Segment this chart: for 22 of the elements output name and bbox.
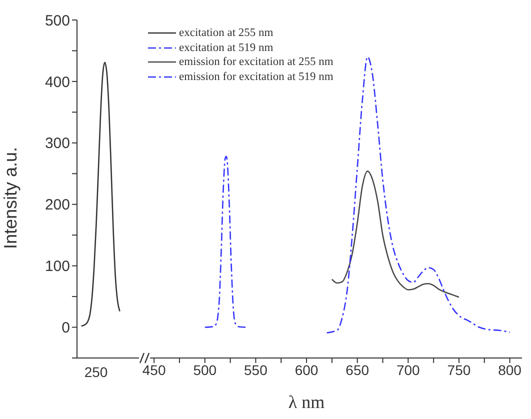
y-tick-label: 0	[62, 320, 70, 337]
y-tick-label: 100	[44, 258, 70, 276]
y-tick-label: 300	[44, 135, 70, 152]
x-tick-label: 450	[142, 362, 166, 378]
y-axis-title: Intensity a.u.	[0, 146, 20, 249]
text: 250	[83, 364, 109, 380]
legend-label: excitation at 519 nm	[179, 42, 274, 54]
y-tick-label: 400	[44, 74, 70, 91]
x-tick-label: 550	[244, 362, 268, 378]
x-tick-label: 600	[294, 362, 318, 378]
x-tick-label: 800	[498, 362, 522, 378]
y-tick-label: 500	[44, 12, 70, 30]
x-tick-label: 750	[447, 362, 471, 378]
line-series	[80, 62, 120, 327]
y-tick-label: 200	[44, 196, 70, 214]
x-tick-label: 500	[193, 362, 217, 378]
legend-label: emission for excitation at 255 nm	[179, 56, 334, 68]
legend-label: emission for excitation at 519 nm	[179, 70, 334, 83]
x-axis-title: λ nm	[287, 392, 326, 413]
x-tick-label: 650	[346, 362, 370, 378]
legend-label: excitation at 255 nm	[179, 27, 274, 40]
x-tick-label: 700	[396, 362, 420, 378]
